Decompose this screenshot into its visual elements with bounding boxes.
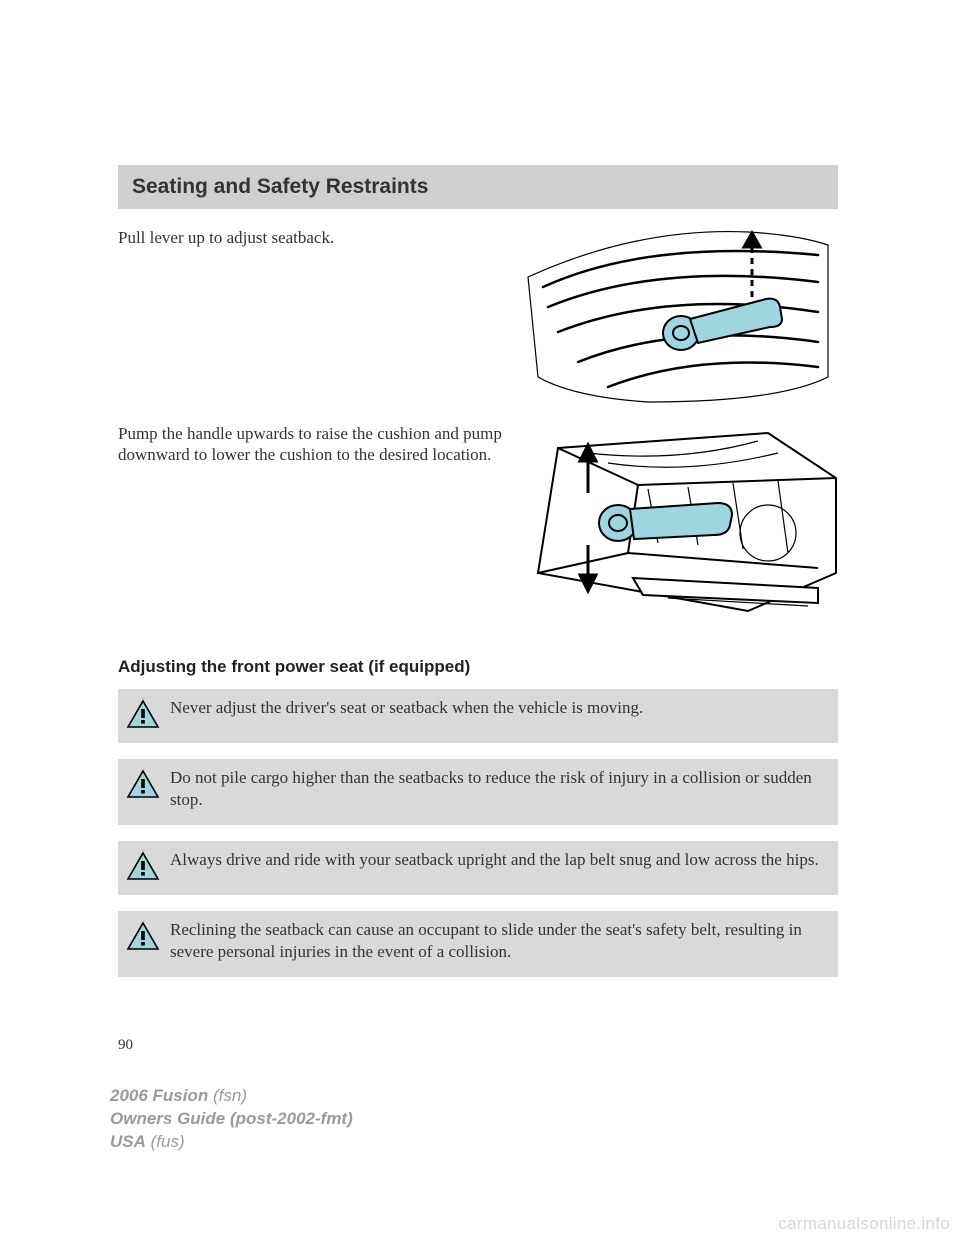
warning-icon [126, 921, 160, 951]
illustration-cushion-pump [518, 423, 838, 623]
warning-text: Reclining the seatback can cause an occu… [170, 919, 830, 963]
footer-region-code: (fus) [151, 1132, 185, 1151]
warning-text: Always drive and ride with your seatback… [170, 849, 830, 871]
manual-page: Seating and Safety Restraints Pull lever… [118, 165, 838, 1054]
footer-region: USA [110, 1132, 146, 1151]
warning-box-4: Reclining the seatback can cause an occu… [118, 911, 838, 977]
subheading-power-seat: Adjusting the front power seat (if equip… [118, 657, 838, 677]
warning-box-1: Never adjust the driver's seat or seatba… [118, 689, 838, 743]
footer-guide: Owners Guide (post-2002-fmt) [110, 1109, 353, 1128]
section2-text: Pump the handle upwards to raise the cus… [118, 423, 518, 466]
warning-text: Do not pile cargo higher than the seatba… [170, 767, 830, 811]
warning-icon [126, 769, 160, 799]
footer-model: 2006 Fusion [110, 1086, 208, 1105]
warning-box-2: Do not pile cargo higher than the seatba… [118, 759, 838, 825]
warning-icon [126, 851, 160, 881]
warning-text: Never adjust the driver's seat or seatba… [170, 697, 830, 719]
illustration-seatback-lever [518, 227, 838, 417]
page-number: 90 [118, 1037, 838, 1054]
section-cushion-pump: Pump the handle upwards to raise the cus… [118, 423, 838, 623]
footer-model-code: (fsn) [213, 1086, 247, 1105]
chapter-header: Seating and Safety Restraints [118, 165, 838, 209]
chapter-title: Seating and Safety Restraints [132, 175, 824, 199]
section-seatback-lever: Pull lever up to adjust seatback. [118, 227, 838, 417]
warning-box-3: Always drive and ride with your seatback… [118, 841, 838, 895]
footer-block: 2006 Fusion (fsn) Owners Guide (post-200… [110, 1085, 353, 1154]
warning-icon [126, 699, 160, 729]
watermark: carmanualsonline.info [778, 1214, 950, 1234]
section1-text: Pull lever up to adjust seatback. [118, 227, 518, 248]
